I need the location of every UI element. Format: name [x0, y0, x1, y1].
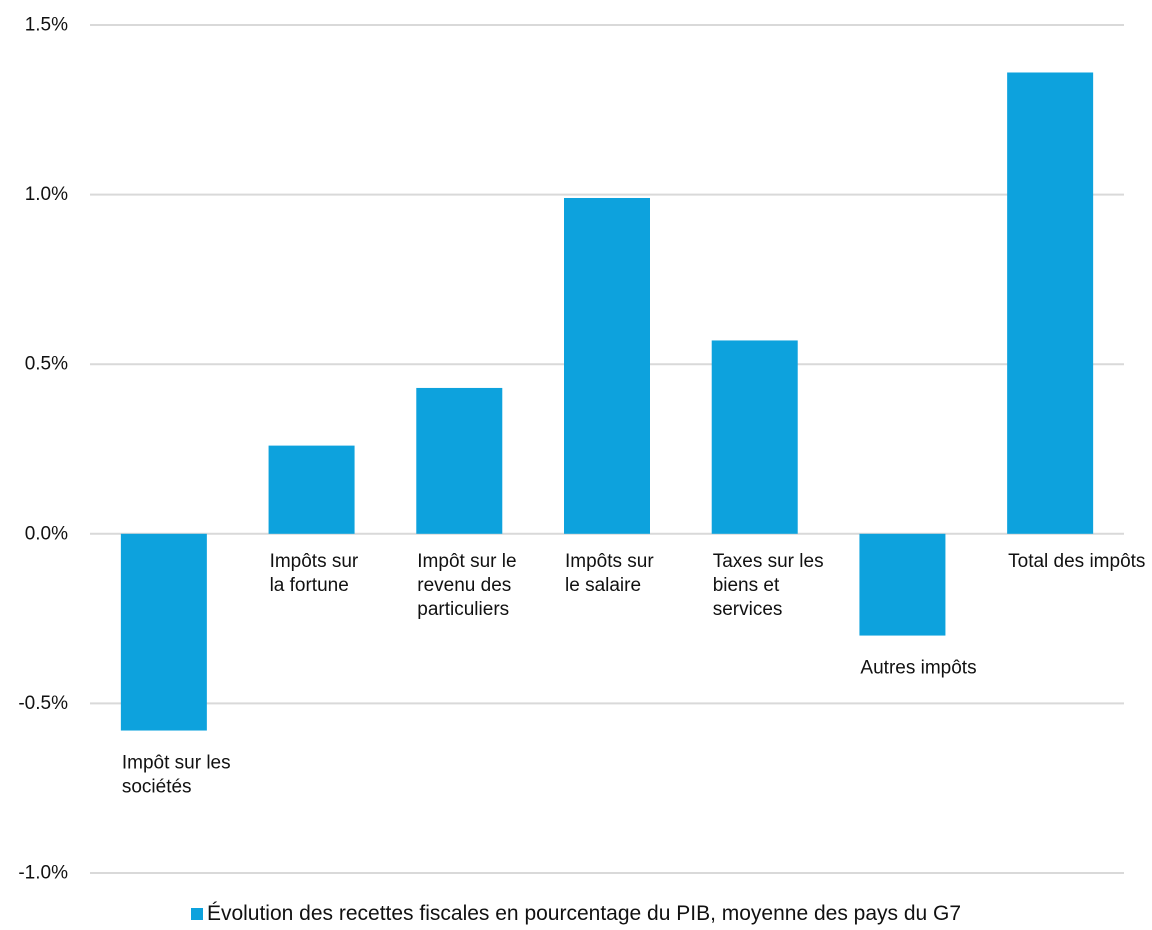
category-label: Impôts sur le salaire — [565, 551, 654, 596]
y-tick-label: 0.5% — [25, 354, 68, 375]
category-label-line: Taxes sur les — [713, 551, 824, 572]
category-label-line: particuliers — [417, 599, 509, 620]
category-label-line: Impôts sur — [565, 551, 654, 572]
bar — [859, 533, 946, 636]
category-label: Impôt sur le revenu des particuliers — [417, 551, 516, 620]
bar — [120, 533, 207, 731]
category-label-line: Impôt sur les — [122, 753, 231, 774]
y-tick-label: 1.5% — [25, 15, 68, 36]
legend-swatch — [190, 908, 203, 920]
bar — [268, 445, 355, 534]
category-label-line: Total des impôts — [1008, 551, 1145, 572]
category-label-line: sociétés — [122, 777, 192, 798]
category-label: Total des impôts — [1008, 551, 1145, 572]
y-axis-tick-labels: 1.5% 1.0% 0.5% 0.0% -0.5% -1.0% — [18, 15, 68, 884]
category-labels: Impôt sur les sociétés Impôts sur la fortun… — [122, 551, 1146, 798]
y-tick-label: -1.0% — [18, 863, 68, 884]
category-label: Impôts sur la fortune — [270, 551, 359, 596]
category-label-line: la fortune — [270, 575, 349, 596]
category-label: Taxes sur les biens et services — [713, 551, 824, 620]
category-label-line: Autres impôts — [860, 658, 976, 679]
category-label-line: services — [713, 599, 783, 620]
category-label-line: revenu des — [417, 575, 511, 596]
category-label: Autres impôts — [860, 658, 976, 679]
bar — [711, 340, 798, 534]
bars — [120, 72, 1094, 731]
legend: Évolution des recettes fiscales en pourc… — [0, 902, 1152, 926]
bar — [416, 387, 503, 534]
bar — [564, 197, 650, 534]
category-label: Impôt sur les sociétés — [122, 753, 231, 798]
y-tick-label: 1.0% — [25, 184, 68, 205]
category-label-line: Impôts sur — [270, 551, 359, 572]
bar — [1007, 72, 1094, 534]
category-label-line: biens et — [713, 575, 780, 596]
category-label-line: le salaire — [565, 575, 641, 596]
legend-label: Évolution des recettes fiscales en pourc… — [206, 902, 962, 925]
y-tick-label: -0.5% — [18, 693, 68, 714]
y-tick-label: 0.0% — [25, 523, 68, 544]
category-label-line: Impôt sur le — [417, 551, 516, 572]
